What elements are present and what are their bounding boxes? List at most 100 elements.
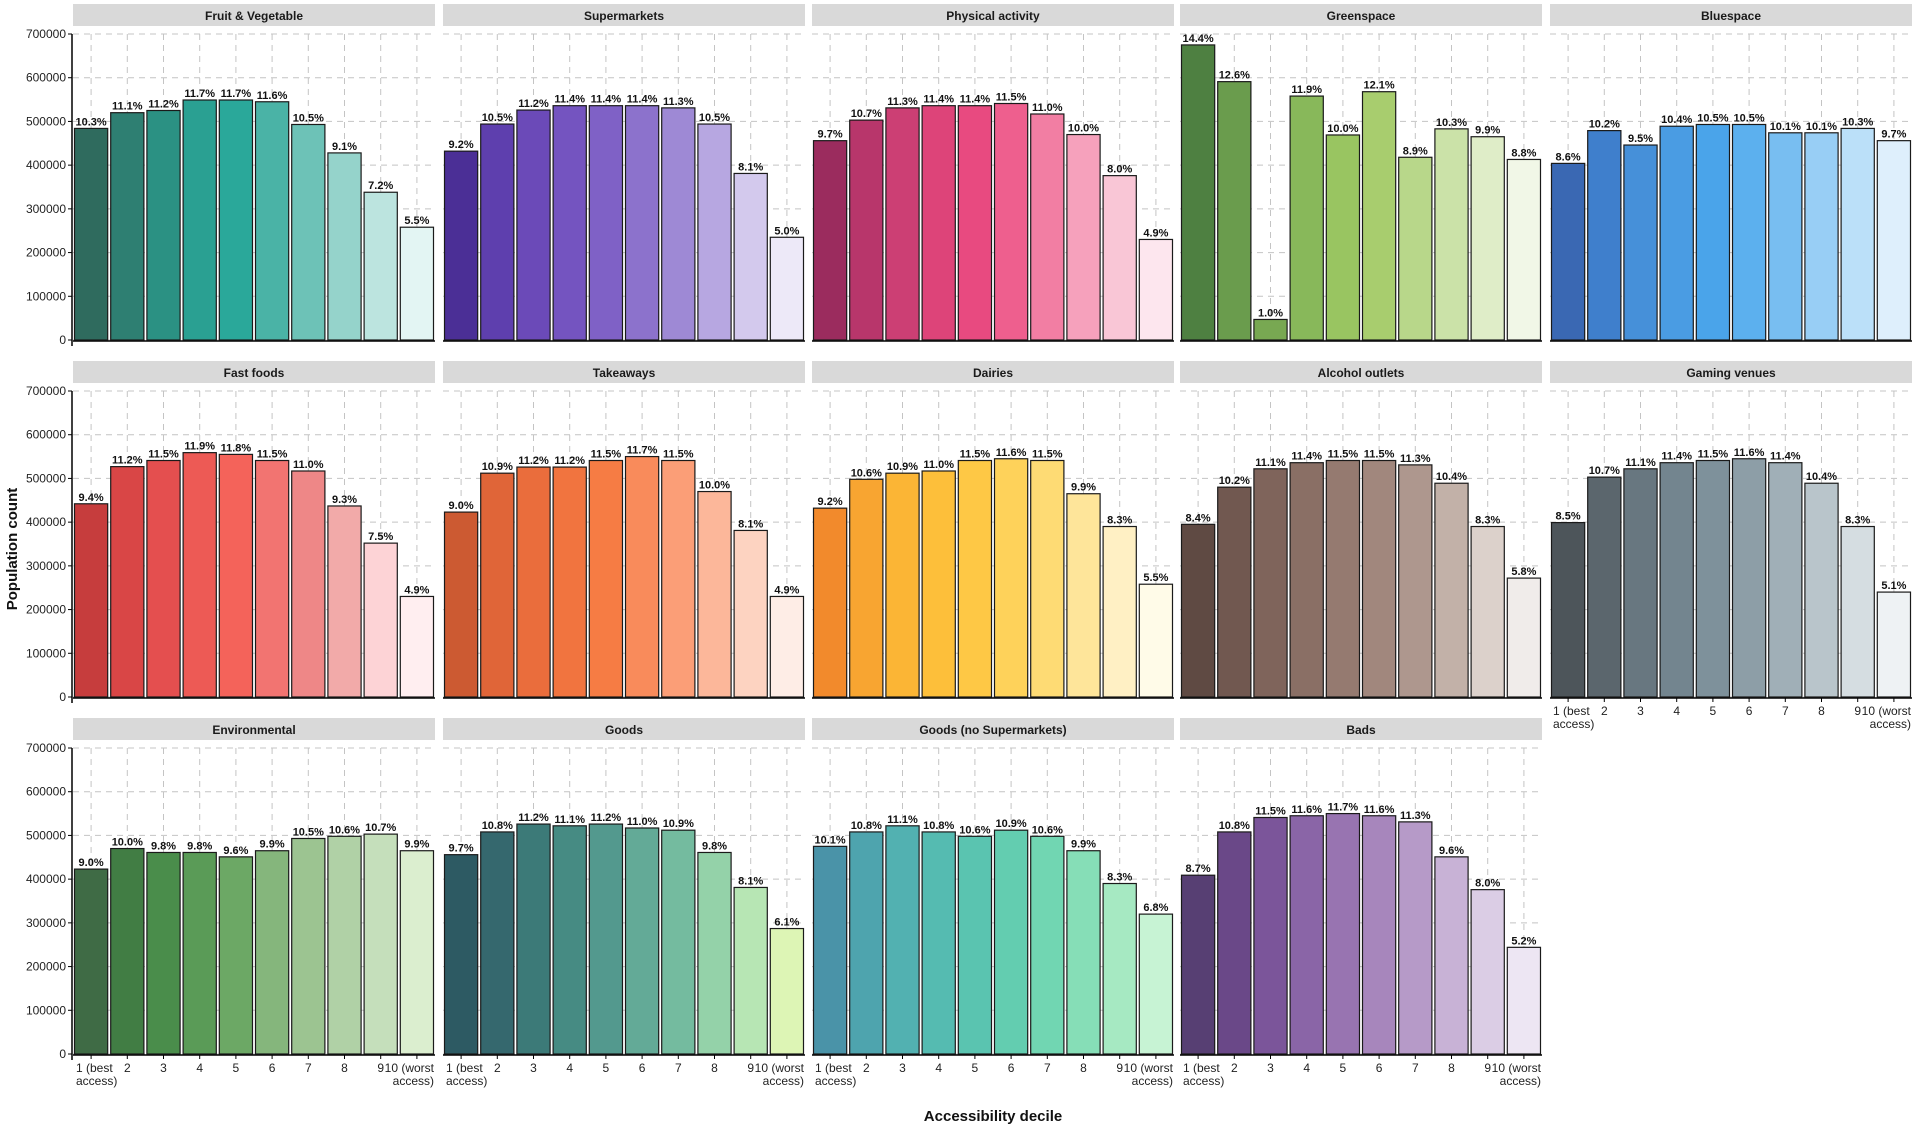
- bar: [812, 140, 848, 341]
- bar-label: 10.5%: [699, 112, 730, 124]
- bar-label: 11.4%: [1770, 451, 1801, 463]
- bar-label: 10.4%: [1436, 471, 1467, 483]
- bar: [146, 851, 181, 1055]
- bar: [1325, 134, 1361, 341]
- bar-label: 9.0%: [449, 500, 474, 512]
- bar: [1066, 850, 1101, 1055]
- y-tick-label: 300000: [26, 202, 66, 216]
- bar-label: 11.7%: [1328, 802, 1359, 814]
- bar: [1102, 175, 1137, 341]
- bar-label: 6.1%: [774, 917, 799, 929]
- facet-strip: [812, 361, 1174, 383]
- bar: [957, 835, 993, 1055]
- bar-label: 11.5%: [1698, 449, 1729, 461]
- bar: [1434, 482, 1469, 698]
- bar: [363, 191, 398, 341]
- bar: [1398, 464, 1433, 698]
- bar-label: 9.8%: [702, 840, 727, 852]
- bar: [516, 466, 551, 698]
- y-tick-label: 500000: [26, 828, 66, 842]
- facet-strip: [443, 718, 805, 740]
- bar: [480, 123, 515, 341]
- bar-label: 9.4%: [79, 492, 104, 504]
- bar: [1506, 158, 1542, 341]
- bar: [993, 458, 1029, 698]
- bar-label: 11.1%: [1255, 457, 1286, 469]
- facet-strip: [812, 718, 1174, 740]
- bar-label: 8.1%: [738, 518, 763, 530]
- bar-label: 11.6%: [1734, 447, 1765, 459]
- bar: [1030, 835, 1065, 1055]
- x-tick-label: 7: [675, 1061, 682, 1075]
- bar: [1325, 812, 1361, 1055]
- bar: [399, 226, 435, 341]
- bar: [399, 850, 435, 1055]
- x-tick-label: 10 (worst: [385, 1061, 435, 1075]
- bar: [624, 105, 660, 341]
- facet-title: Supermarkets: [584, 9, 664, 23]
- bar-label: 11.2%: [591, 812, 622, 824]
- bar: [1623, 144, 1658, 341]
- bar: [1768, 462, 1803, 698]
- bar-label: 9.8%: [187, 840, 212, 852]
- bar-label: 11.0%: [923, 459, 954, 471]
- y-tick-label: 400000: [26, 872, 66, 886]
- x-tick-label: 5: [233, 1061, 240, 1075]
- y-tick-label: 200000: [26, 603, 66, 617]
- bar-label: 8.0%: [1475, 878, 1500, 890]
- x-tick-label: 9: [377, 1061, 384, 1075]
- bar: [1217, 831, 1252, 1055]
- bar-label: 9.8%: [151, 840, 176, 852]
- bar: [327, 505, 362, 698]
- x-tick-label: access): [1553, 717, 1594, 731]
- bar: [1434, 128, 1469, 341]
- x-tick-label: 7: [1782, 704, 1789, 718]
- bar-label: 10.7%: [1589, 465, 1620, 477]
- bar-label: 10.8%: [851, 820, 882, 832]
- y-tick-label: 400000: [26, 515, 66, 529]
- bar-label: 8.0%: [1107, 164, 1132, 176]
- x-tick-label: 9: [1116, 1061, 1123, 1075]
- bar: [1361, 815, 1397, 1055]
- bar: [921, 831, 956, 1055]
- facet-strip: [1550, 361, 1912, 383]
- bar-label: 10.1%: [1770, 121, 1801, 133]
- bar-label: 10.6%: [1032, 824, 1063, 836]
- bar: [1731, 123, 1767, 341]
- bar: [885, 107, 920, 341]
- bar: [624, 455, 660, 698]
- y-tick-label: 200000: [26, 246, 66, 260]
- bar: [552, 466, 587, 698]
- bar: [1138, 583, 1174, 698]
- bar-label: 10.0%: [1327, 123, 1358, 135]
- bar-label: 10.6%: [959, 824, 990, 836]
- bar-label: 10.4%: [1806, 471, 1837, 483]
- bar: [1217, 81, 1252, 341]
- bar: [1587, 476, 1622, 698]
- bar: [218, 99, 254, 341]
- x-tick-label: 3: [1637, 704, 1644, 718]
- bar-label: 10.4%: [1661, 114, 1692, 126]
- bar: [957, 459, 993, 698]
- bar-label: 11.5%: [257, 449, 288, 461]
- bar-label: 5.0%: [774, 225, 799, 237]
- bar-label: 11.5%: [1328, 449, 1359, 461]
- bar-label: 8.1%: [738, 875, 763, 887]
- x-tick-label: 1 (best: [76, 1061, 113, 1075]
- x-tick-label: 3: [1267, 1061, 1274, 1075]
- bar: [1289, 462, 1324, 698]
- bar: [993, 829, 1029, 1055]
- x-tick-label: 6: [1008, 1061, 1015, 1075]
- bar: [769, 927, 805, 1055]
- panels: Fruit & Vegetable 0 100000 200000 300000 4000…: [26, 4, 1912, 1088]
- bar: [146, 459, 181, 698]
- bar-label: 10.6%: [329, 824, 360, 836]
- x-tick-label: 6: [269, 1061, 276, 1075]
- x-axis-title: Accessibility decile: [924, 1108, 1062, 1124]
- x-tick-label: 3: [160, 1061, 167, 1075]
- x-tick-label: 2: [1231, 1061, 1238, 1075]
- x-tick-label: access): [76, 1074, 117, 1088]
- panel: Dairies 9.2% 10.6% 10.9% 11.0% 11.5% 11.6% 11.5…: [812, 361, 1174, 699]
- bar-label: 9.9%: [260, 839, 285, 851]
- facet-strip: [73, 361, 435, 383]
